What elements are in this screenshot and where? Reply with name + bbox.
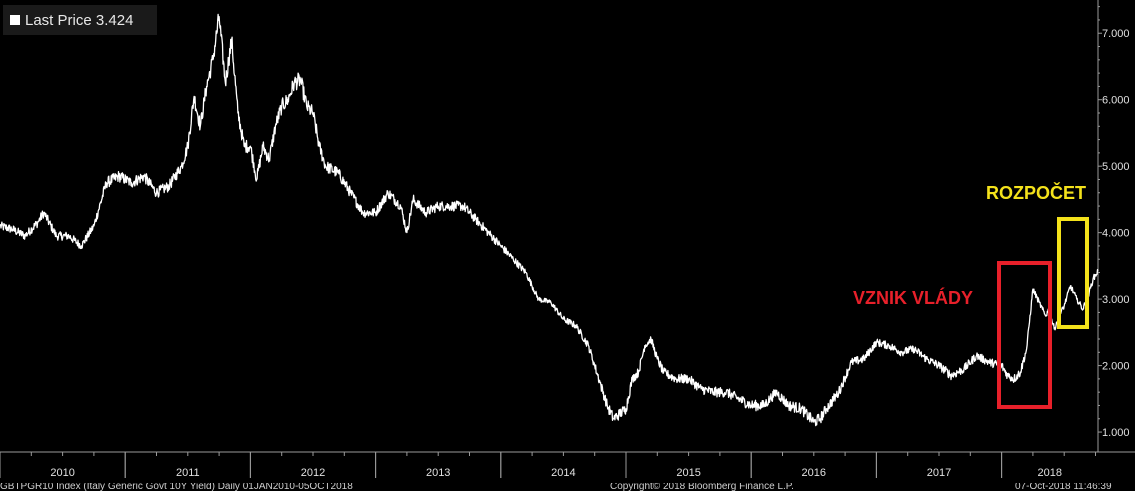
x-tick-label: 2013: [426, 467, 450, 479]
x-tick-label: 2010: [50, 467, 74, 479]
x-tick-label: 2011: [176, 467, 200, 479]
x-tick-label: 2018: [1038, 467, 1062, 479]
footer: GBTPGR10 Index (Italy Generic Govt 10Y Y…: [0, 483, 1135, 491]
x-tick-label: 2016: [802, 467, 826, 479]
y-tick-label: 2.000: [1102, 361, 1130, 373]
y-tick-label: 6.000: [1102, 95, 1130, 107]
y-tick-label: 3.000: [1102, 294, 1130, 306]
footer-timestamp: 07-Oct-2018 11:46:39: [1015, 483, 1112, 491]
legend: Last Price 3.424: [3, 5, 157, 35]
x-tick-label: 2012: [301, 467, 325, 479]
legend-series-name: Last Price: [25, 11, 92, 29]
legend-swatch: [10, 15, 20, 25]
y-tick-label: 5.000: [1102, 161, 1130, 173]
annotation-box-yellow: [1057, 217, 1089, 329]
y-tick-label: 7.000: [1102, 28, 1130, 40]
y-tick-label: 1.000: [1102, 427, 1130, 439]
annotation-box-red: [997, 261, 1052, 409]
x-tick-label: 2014: [551, 467, 575, 479]
legend-label: Last Price 3.424: [25, 12, 133, 29]
x-tick-label: 2017: [927, 467, 951, 479]
annotation-rozpocet: ROZPOČET: [986, 182, 1086, 203]
axes: [0, 0, 1135, 453]
footer-copyright: Copyright© 2018 Bloomberg Finance L.P.: [610, 483, 794, 491]
series-line: [0, 13, 1099, 427]
y-tick-label: 4.000: [1102, 228, 1130, 240]
annotation-vznik-vlady: VZNIK VLÁDY: [853, 287, 973, 308]
y-axis-ticks: 1.000 2.000 3.000 4.000 5.000 6.000 7.000: [1098, 6, 1130, 439]
x-tick-label: 2015: [676, 467, 700, 479]
footer-source: GBTPGR10 Index (Italy Generic Govt 10Y Y…: [0, 483, 353, 491]
x-axis-ticks: 2010 2011 2012 2013 2014 2015 2016 2017 2018: [0, 452, 1096, 479]
legend-value: 3.424: [95, 11, 134, 29]
